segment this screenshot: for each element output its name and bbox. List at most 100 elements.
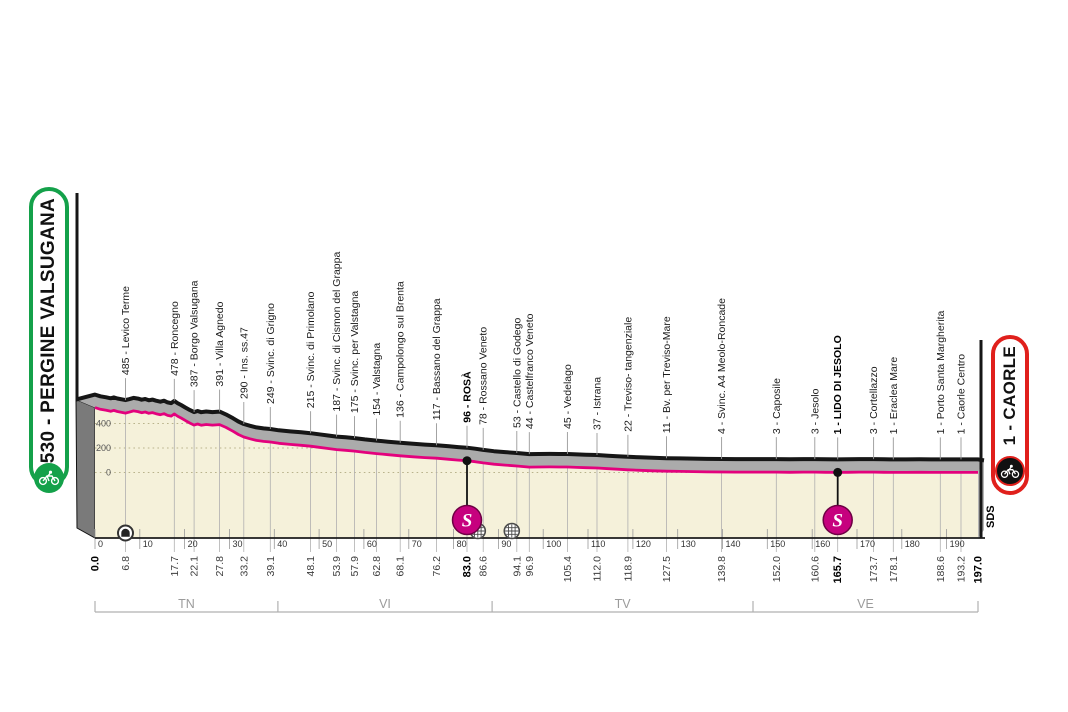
- waypoint-label: 3 - Jesolo: [809, 388, 821, 434]
- waypoint-label: 117 - Bassano del Grappa: [431, 298, 443, 420]
- waypoint-label: 1 - LIDO DI JESOLO: [832, 335, 844, 434]
- start-location-label: 530 - PERGINE VALSUGANA: [38, 198, 59, 464]
- waypoint-km-label: 127.5: [661, 556, 673, 582]
- km-tick-label: 90: [501, 539, 511, 549]
- waypoint-km-label: 17.7: [169, 556, 181, 577]
- waypoint-km-label: 6.8: [120, 556, 132, 571]
- waypoint-label: 154 - Valstagna: [371, 343, 383, 416]
- sprint-marker: S: [822, 467, 853, 536]
- waypoint-label: 175 - Svinc. per Valstagna: [349, 291, 361, 414]
- km-tick-label: 100: [546, 539, 561, 549]
- waypoint-km-label: 83.0: [462, 556, 474, 577]
- waypoint-label: 45 - Vedelago: [562, 364, 574, 429]
- waypoint-label: 11 - Bv. per Treviso-Mare: [661, 316, 673, 433]
- waypoint-km-label: 27.8: [214, 556, 226, 577]
- province-label: VI: [379, 597, 391, 611]
- km-tick-label: 70: [412, 539, 422, 549]
- waypoint-km-label: 62.8: [371, 556, 383, 577]
- km-tick-label: 10: [143, 539, 153, 549]
- tunnel-icon: [117, 524, 134, 542]
- km-tick-label: 30: [233, 539, 243, 549]
- start-cyclist-icon: [34, 463, 64, 494]
- level-crossing-icon: [503, 522, 521, 540]
- km-tick-label: 80: [457, 539, 467, 549]
- waypoint-label: 37 - Istrana: [592, 377, 604, 430]
- waypoint-km-label: 53.9: [331, 556, 343, 577]
- elevation-tick-label: 200: [96, 443, 111, 453]
- waypoint-label: 4 - Svinc. A4 Meolo-Roncade: [716, 298, 728, 434]
- waypoint-km-label: 86.6: [478, 556, 490, 577]
- waypoint-km-label: 118.9: [622, 556, 634, 582]
- km-tick-label: 140: [726, 539, 741, 549]
- waypoint-km-label: 152.0: [771, 556, 783, 582]
- waypoint-label: 215 - Svinc. di Primolano: [305, 291, 317, 408]
- waypoint-label: 1 - Porto Santa Margherita: [935, 311, 947, 435]
- waypoint-label: 136 - Campolongo sul Brenta: [395, 281, 407, 418]
- waypoint-km-label: 160.6: [809, 556, 821, 582]
- finish-location-badge: 1 - CAORLE: [991, 335, 1029, 495]
- profile-back-edge: [75, 392, 985, 463]
- waypoint-label: 3 - Caposile: [771, 378, 783, 434]
- waypoint-km-label: 197.0: [973, 556, 985, 584]
- waypoint-label: 391 - Villa Agnedo: [214, 301, 226, 386]
- province-label: TV: [615, 597, 632, 611]
- waypoint-label: 478 - Roncegno: [169, 301, 181, 376]
- waypoint-label: 44 - Castelfranco Veneto: [524, 313, 536, 429]
- start-line: [75, 193, 79, 399]
- sprint-point-dot: [833, 467, 843, 477]
- profile-area-fill: [95, 407, 978, 538]
- waypoint-label: 22 - Treviso- tangenziale: [622, 317, 634, 432]
- sprint-icon: [822, 504, 853, 536]
- waypoint-km-label: 165.7: [832, 556, 844, 584]
- svg-text:S: S: [462, 511, 473, 532]
- waypoint-km-label: 96.9: [524, 556, 536, 577]
- province-label: VE: [857, 597, 874, 611]
- waypoint-km-label: 173.7: [868, 556, 880, 582]
- waypoint-label: 249 - Svinc. di Grigno: [265, 303, 277, 404]
- km-tick-label: 40: [277, 539, 287, 549]
- km-tick-label: 150: [770, 539, 785, 549]
- waypoint-label: 485 - Levico Terme: [120, 286, 132, 375]
- km-tick-label: 160: [815, 539, 830, 549]
- waypoint-km-label: 188.6: [935, 556, 947, 582]
- credit-label: SDS: [985, 505, 997, 528]
- waypoint-km-label: 112.0: [592, 556, 604, 582]
- sprint-icon: [451, 504, 483, 536]
- waypoint-label: 290 - Ins. ss.47: [238, 327, 250, 399]
- km-tick-label: 20: [188, 539, 198, 549]
- waypoint-label: 78 - Rossano Veneto: [478, 327, 490, 425]
- km-tick-label: 190: [950, 539, 965, 549]
- waypoint-km-label: 33.2: [238, 556, 250, 577]
- waypoint-km-label: 139.8: [716, 556, 728, 582]
- waypoint-km-label: 193.2: [956, 556, 968, 582]
- waypoint-km-label: 178.1: [888, 556, 900, 582]
- waypoint-label: 3 - Cortellazzo: [868, 366, 880, 434]
- km-tick-label: 130: [681, 539, 696, 549]
- km-tick-label: 180: [905, 539, 920, 549]
- waypoint-km-label: 39.1: [265, 556, 277, 577]
- waypoint-km-label: 0.0: [90, 556, 102, 571]
- sprint-point-dot: [462, 456, 472, 466]
- waypoint-label: 187 - Svinc. di Cismon del Grappa: [331, 252, 343, 412]
- waypoint-label: 96 - ROSÀ: [461, 371, 474, 423]
- waypoint-km-label: 105.4: [562, 556, 574, 582]
- km-tick-label: 60: [367, 539, 377, 549]
- waypoint-label: 53 - Castello di Godego: [511, 318, 523, 428]
- start-location-badge: 530 - PERGINE VALSUGANA: [29, 187, 69, 494]
- waypoint-label: 1 - Caorle Centro: [956, 354, 968, 435]
- finish-line: [979, 340, 983, 538]
- sprint-marker: S: [451, 456, 483, 536]
- waypoint-km-label: 57.9: [349, 556, 361, 577]
- waypoint-km-label: 68.1: [395, 556, 407, 577]
- profile-line: [94, 406, 978, 474]
- waypoint-km-label: 76.2: [431, 556, 443, 577]
- svg-text:S: S: [832, 511, 843, 532]
- finish-cyclist-icon: [995, 456, 1025, 486]
- waypoint-km-label: 22.1: [189, 556, 201, 577]
- km-tick-label: 110: [591, 539, 605, 549]
- waypoint-km-label: 48.1: [305, 556, 317, 577]
- km-tick-label: 170: [860, 539, 875, 549]
- left-side-face: [75, 398, 96, 539]
